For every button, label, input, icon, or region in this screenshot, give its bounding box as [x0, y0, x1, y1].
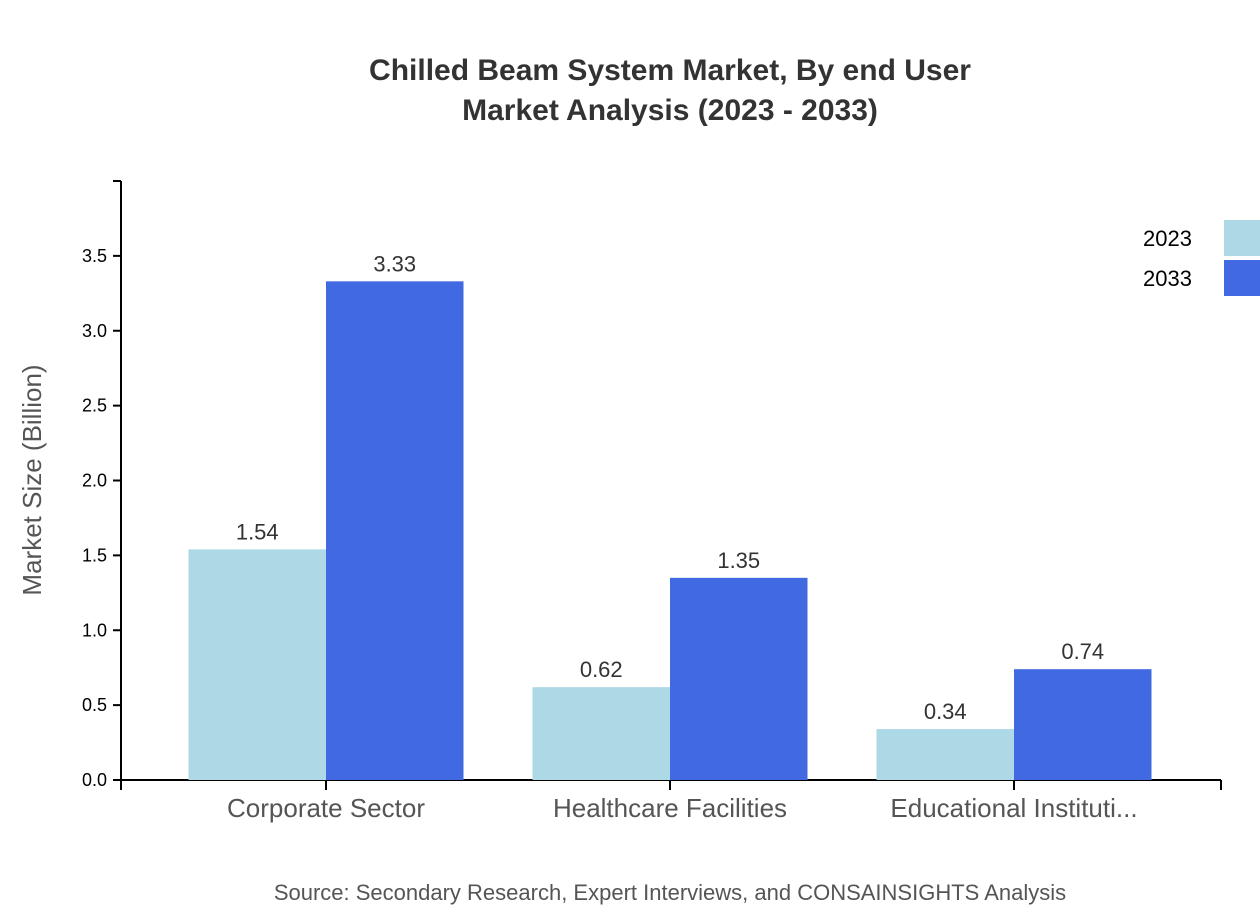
- bar-2033: [1014, 669, 1152, 780]
- x-tick-label: Healthcare Facilities: [553, 793, 787, 823]
- x-tick-label: Educational Instituti...: [890, 793, 1137, 823]
- bars: 1.54 3.33 0.62 1.35 0.34 0.74: [188, 251, 1152, 780]
- legend-swatch: [1224, 220, 1260, 256]
- data-label: 1.54: [236, 519, 279, 544]
- chart-title: Chilled Beam System Market, By end User: [369, 54, 971, 87]
- legend-label: 2033: [1143, 266, 1192, 291]
- x-tick-label: Corporate Sector: [227, 793, 425, 823]
- data-label: 0.62: [580, 657, 623, 682]
- y-tick-label: 3.5: [82, 246, 107, 266]
- legend: 2023 2033: [1143, 220, 1260, 296]
- y-tick-label: 0.5: [82, 695, 107, 715]
- legend-label: 2023: [1143, 226, 1192, 251]
- y-axis-label: Market Size (Billion): [17, 364, 47, 595]
- source-note: Source: Secondary Research, Expert Inter…: [274, 880, 1066, 905]
- y-tick-label: 0.0: [82, 770, 107, 790]
- data-label: 1.35: [717, 548, 760, 573]
- x-axis: Corporate Sector Healthcare Facilities Edu…: [120, 779, 1222, 823]
- y-tick-label: 2.5: [82, 396, 107, 416]
- y-axis: 0.0 0.5 1.0 1.5 2.0 2.5 3.0 3.5: [82, 180, 122, 790]
- y-tick-label: 1.0: [82, 620, 107, 640]
- y-tick-label: 1.5: [82, 545, 107, 565]
- data-label: 3.33: [373, 251, 416, 276]
- y-tick-label: 3.0: [82, 321, 107, 341]
- bar-2023: [188, 549, 326, 780]
- data-label: 0.34: [924, 699, 967, 724]
- bar-2033: [326, 281, 464, 780]
- y-tick-label: 2.0: [82, 471, 107, 491]
- bar-2023: [532, 687, 670, 780]
- chart-subtitle: Market Analysis (2023 - 2033): [462, 94, 878, 127]
- bar-2023: [876, 729, 1014, 780]
- data-label: 0.74: [1061, 639, 1104, 664]
- bar-2033: [670, 577, 808, 780]
- legend-swatch: [1224, 260, 1260, 296]
